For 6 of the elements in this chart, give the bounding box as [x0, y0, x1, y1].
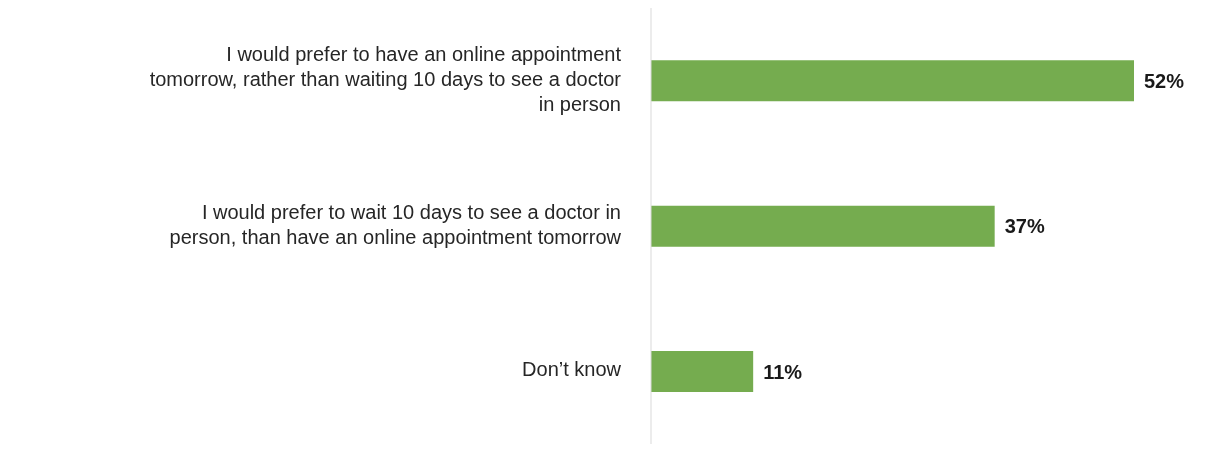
y-tick-label: I would prefer to have an online appointment tomorrow, rather than waiting 10 days to see a doctor in person: [149, 42, 622, 115]
y-tick-label: I would prefer to wait 10 days to see a doctor in person, than have an online appointment tomorrow: [169, 200, 622, 248]
data-label: 37%: [1004, 215, 1045, 238]
data-label: 52%: [1144, 69, 1185, 92]
y-tick-label: Don’t know: [522, 358, 622, 381]
data-label: 11%: [763, 360, 803, 383]
